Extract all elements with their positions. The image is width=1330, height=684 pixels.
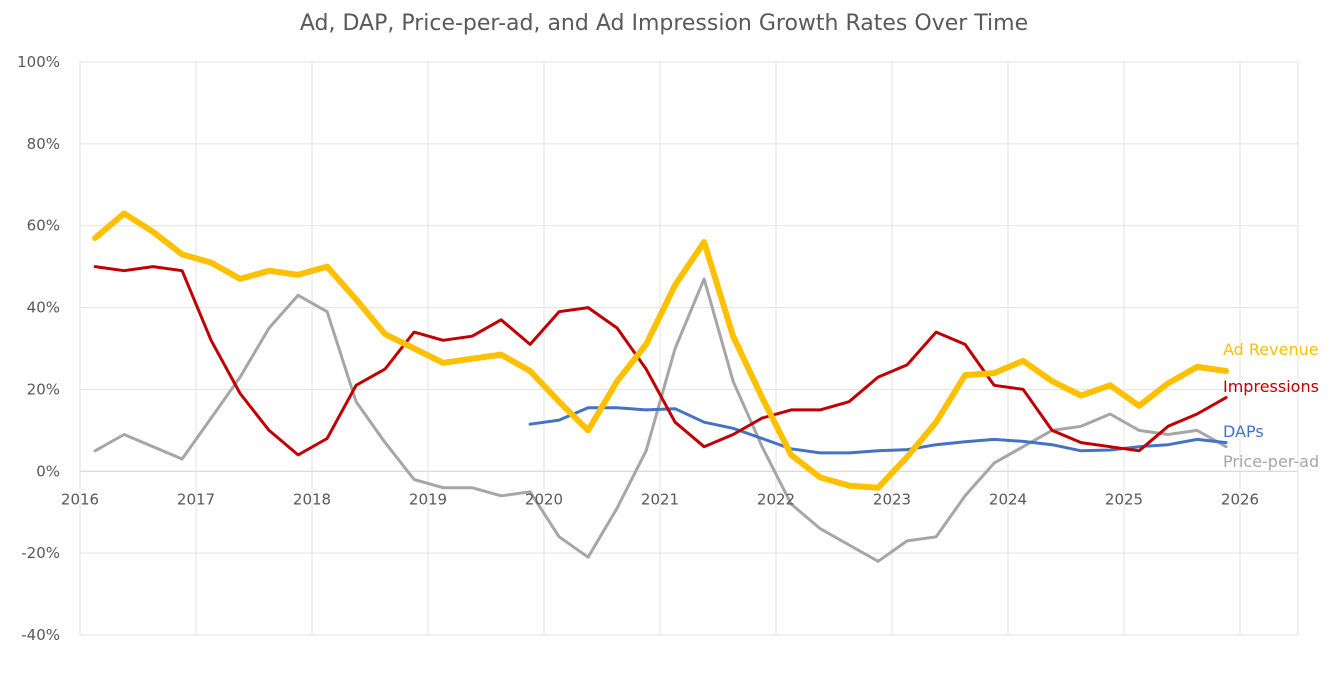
series-label-daps: DAPs (1223, 422, 1264, 441)
series-label-impressions: Impressions (1223, 377, 1319, 396)
x-tick-label: 2024 (989, 490, 1027, 508)
series-line-price-per-ad (93, 277, 1228, 563)
x-tick-label: 2020 (525, 490, 563, 508)
y-tick-label: -20% (21, 544, 60, 562)
grid-lines (79, 61, 1299, 636)
x-tick-label: 2017 (177, 490, 215, 508)
x-tick-label: 2021 (641, 490, 679, 508)
x-tick-label: 2018 (293, 490, 331, 508)
chart-title: Ad, DAP, Price-per-ad, and Ad Impression… (300, 11, 1028, 36)
x-tick-label: 2026 (1221, 490, 1259, 508)
x-axis-tick-labels: 2016 2017 2018 2019 2020 2021 2022 2023 2024 2025… (61, 490, 1259, 508)
x-tick-label: 2019 (409, 490, 447, 508)
y-tick-label: 20% (27, 380, 60, 398)
y-tick-label: 0% (36, 462, 60, 480)
x-tick-label: 2022 (757, 490, 795, 508)
y-tick-label: 40% (27, 299, 60, 317)
y-tick-label: 60% (27, 217, 60, 235)
y-tick-label: 80% (27, 135, 60, 153)
y-tick-label: -40% (21, 626, 60, 644)
series-label-price-per-ad: Price-per-ad (1223, 452, 1319, 471)
y-axis-tick-labels: -40% -20% 0% 20% 40% 60% 80% 100% (17, 53, 60, 644)
x-tick-label: 2025 (1105, 490, 1143, 508)
series-label-ad-revenue: Ad Revenue (1223, 340, 1319, 359)
series-line-daps (528, 406, 1228, 455)
series-line-impressions (93, 265, 1228, 457)
series-line-ad-revenue (92, 210, 1230, 491)
x-tick-label: 2016 (61, 490, 99, 508)
x-tick-label: 2023 (873, 490, 911, 508)
series-labels: Ad Revenue Impressions DAPs Price-per-ad (1223, 340, 1319, 471)
series-lines (92, 210, 1230, 563)
y-tick-label: 100% (17, 53, 60, 71)
